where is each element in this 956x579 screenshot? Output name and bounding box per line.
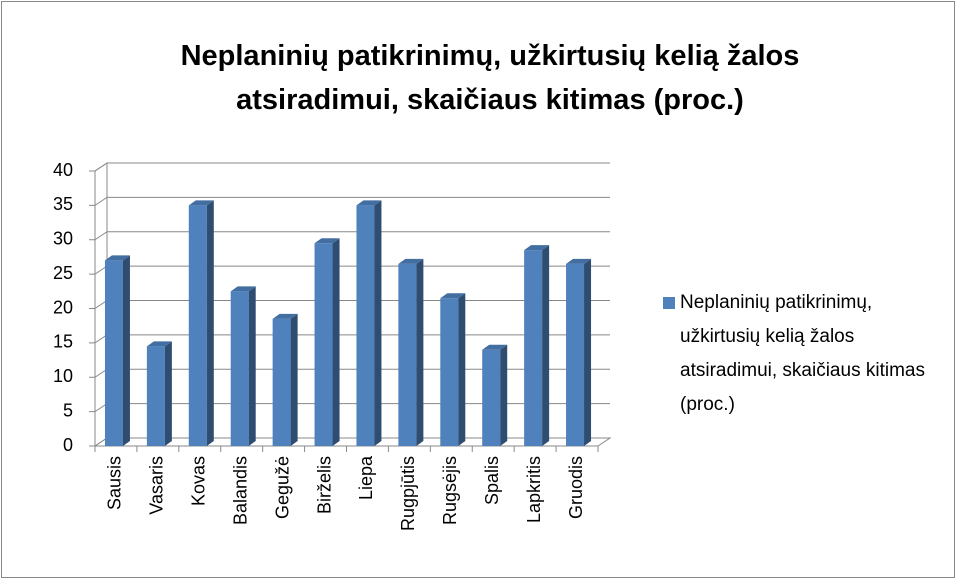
bar-side	[332, 238, 340, 446]
bar	[398, 258, 424, 446]
bar-front	[104, 260, 123, 446]
bar-top	[482, 344, 508, 350]
bar	[146, 341, 172, 446]
bar-top	[230, 286, 256, 292]
bar-side	[248, 286, 256, 446]
bar-front	[230, 291, 249, 446]
x-tick-label: Sausis	[105, 456, 125, 510]
x-tick-label: Kovas	[189, 456, 209, 506]
legend-swatch	[663, 297, 675, 309]
bar-side	[500, 344, 508, 446]
y-tick-label: 0	[63, 435, 73, 455]
bar-side	[290, 313, 298, 446]
bar	[524, 245, 550, 446]
grid-line	[94, 196, 610, 206]
bar-side	[206, 200, 214, 446]
bar	[566, 258, 592, 446]
y-tick-label: 5	[63, 400, 73, 420]
x-tick-label: Spalis	[482, 456, 502, 505]
bar-front	[524, 250, 543, 446]
y-tick-label: 40	[53, 160, 73, 180]
bar-side	[374, 200, 382, 446]
y-tick-label: 20	[53, 297, 73, 317]
bar-side	[584, 258, 592, 446]
bar-top	[146, 341, 172, 347]
bar	[104, 255, 130, 446]
x-tick-label: Liepa	[356, 455, 376, 500]
bar-side	[164, 341, 172, 446]
grid-line	[94, 231, 610, 241]
bar-front	[398, 263, 417, 446]
y-tick-label: 30	[53, 229, 73, 249]
x-tick-label: Lapkritis	[524, 456, 544, 523]
chart-title: Neplaninių patikrinimų, užkirtusių kelią…	[180, 40, 800, 116]
x-tick-label: Balandis	[230, 456, 250, 525]
grid-line	[94, 162, 610, 172]
bar-top	[524, 245, 550, 251]
bar	[482, 344, 508, 446]
bar-front	[188, 205, 207, 446]
y-tick-label: 35	[53, 194, 73, 214]
bar-top	[356, 200, 382, 206]
bar-front	[566, 263, 585, 446]
y-tick-label: 25	[53, 263, 73, 283]
bar-front	[146, 346, 165, 446]
bar	[188, 200, 214, 446]
x-tick-label: Rugsėjis	[440, 456, 460, 525]
bar	[356, 200, 382, 446]
bar-side	[416, 258, 424, 446]
bar-top	[566, 258, 592, 264]
x-tick-label: Gruodis	[566, 456, 586, 519]
bar	[314, 238, 340, 446]
x-tick-label: Birželis	[314, 456, 334, 514]
bar-top	[188, 200, 214, 206]
x-tick-label: Gegužė	[272, 456, 292, 519]
bar-top	[272, 313, 298, 319]
bar-side	[458, 293, 466, 446]
bar-side	[122, 255, 130, 446]
bar-side	[542, 245, 550, 446]
bar	[272, 313, 298, 446]
y-tick-label: 10	[53, 366, 73, 386]
y-tick-label: 15	[53, 332, 73, 352]
bar-top	[314, 238, 340, 244]
bar-front	[314, 243, 333, 446]
bar-top	[398, 258, 424, 264]
bar-top	[104, 255, 130, 261]
bar-top	[440, 293, 466, 299]
bar	[230, 286, 256, 446]
bar-front	[440, 298, 459, 446]
x-tick-label: Rugpjūtis	[398, 456, 418, 531]
bar-front	[272, 318, 291, 446]
x-tick-label: Vasaris	[147, 456, 167, 515]
bar-front	[482, 349, 501, 446]
legend-label: Neplaninių patikrinimų, užkirtusių kelią…	[680, 292, 925, 415]
bar-front	[356, 205, 375, 446]
bar	[440, 293, 466, 446]
